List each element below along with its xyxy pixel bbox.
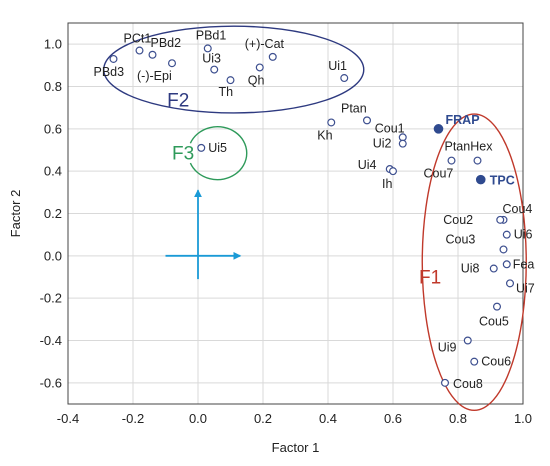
point-cou6 — [470, 357, 479, 366]
point-label-pbd2: PBd2 — [151, 36, 182, 50]
point-ui2 — [398, 139, 407, 148]
point-label-epi: (-)-Epi — [137, 69, 172, 83]
x-tick-label: 0.0 — [189, 411, 207, 426]
f3-arc — [189, 126, 248, 181]
point-label-ui8: Ui8 — [461, 262, 480, 276]
point-label-ih: Ih — [382, 177, 392, 191]
point-cat — [268, 52, 277, 61]
point-label-pbd3: PBd3 — [94, 65, 125, 79]
point-ui8 — [489, 264, 498, 273]
x-tick-label: 0.8 — [449, 411, 467, 426]
point-label-cou4: Cou4 — [503, 202, 533, 216]
point-label-qh: Qh — [248, 73, 265, 87]
y-axis-title: Factor 2 — [8, 190, 23, 238]
axis-cross-arrows — [165, 189, 242, 280]
point-tpc — [475, 174, 486, 185]
point-pct1 — [135, 46, 144, 55]
point-fea — [502, 260, 511, 269]
point-ptan — [363, 116, 372, 125]
point-th — [226, 76, 235, 85]
point-ui3 — [210, 65, 219, 74]
point-label-ui7: Ui7 — [516, 281, 535, 295]
axis-ticks: -0.4 -0.2 0.0 0.2 0.4 0.6 0.8 1.0 -0.6 -0.4 -0.2 0.… — [40, 37, 532, 426]
point-ui5 — [197, 143, 206, 152]
point-kh — [327, 118, 336, 127]
point-label-ui1: Ui1 — [328, 59, 347, 73]
point-label-ui6: Ui6 — [514, 228, 533, 242]
y-tick-label: -0.6 — [40, 375, 62, 390]
point-label-cou7: Cou7 — [424, 167, 454, 181]
point-label-ui3: Ui3 — [202, 52, 221, 66]
point-ui1 — [340, 74, 349, 83]
point-frap — [433, 124, 444, 134]
point-cou7 — [447, 156, 456, 165]
y-tick-label: 0.6 — [44, 121, 62, 136]
point-label-cat: (+)-Cat — [245, 37, 285, 51]
point-label-cou1: Cou1 — [375, 121, 405, 135]
x-tick-label: -0.4 — [57, 411, 79, 426]
point-pbd2 — [148, 50, 157, 59]
point-qh — [255, 63, 264, 72]
f1-ellipse — [421, 113, 527, 412]
point-label-cou8: Cou8 — [453, 377, 483, 391]
point-label-cou6: Cou6 — [481, 355, 511, 369]
point-label-cou3: Cou3 — [446, 232, 476, 246]
point-epi — [168, 59, 177, 68]
factor-groups: F1 F2 F3 — [103, 25, 527, 412]
x-tick-label: 0.4 — [319, 411, 337, 426]
point-cou3 — [499, 245, 508, 254]
x-tick-label: 0.6 — [384, 411, 402, 426]
f2-ellipse — [103, 25, 365, 114]
point-ui9 — [463, 336, 472, 345]
point-pbd3 — [109, 54, 118, 63]
y-tick-label: -0.2 — [40, 291, 62, 306]
y-tick-label: 0.8 — [44, 79, 62, 94]
point-label-pct1: PCt1 — [124, 32, 152, 46]
point-label-frap: FRAP — [446, 113, 480, 127]
point-cou8 — [441, 378, 450, 387]
point-label-th: Th — [219, 85, 234, 99]
point-ui6 — [502, 230, 511, 239]
point-ui7 — [506, 279, 515, 288]
point-ptanhex — [473, 156, 482, 165]
f2-label: F2 — [167, 91, 189, 112]
x-tick-label: 1.0 — [514, 411, 532, 426]
x-tick-label: -0.2 — [122, 411, 144, 426]
point-label-cou5: Cou5 — [479, 315, 509, 329]
point-label-tpc: TPC — [490, 174, 515, 188]
y-tick-label: 0.2 — [44, 206, 62, 221]
f3-label: F3 — [172, 144, 194, 165]
point-label-pbd1: PBd1 — [196, 28, 227, 42]
x-axis-title: Factor 1 — [272, 440, 320, 455]
grid-lines — [67, 23, 524, 404]
point-label-ptanhex: PtanHex — [445, 140, 494, 154]
y-tick-label: -0.4 — [40, 333, 62, 348]
point-cou5 — [493, 302, 502, 311]
y-tick-label: 0.4 — [44, 164, 62, 179]
point-label-ui4: Ui4 — [358, 158, 377, 172]
y-tick-label: 1.0 — [44, 37, 62, 52]
point-label-ui5: Ui5 — [208, 141, 227, 155]
point-label-ui2: Ui2 — [373, 137, 392, 151]
point-pbd1 — [203, 44, 212, 53]
y-tick-label: 0.0 — [44, 248, 62, 263]
point-label-kh: Kh — [317, 128, 332, 142]
point-label-cou2: Cou2 — [443, 213, 473, 227]
point-label-ptan: Ptan — [341, 101, 367, 115]
point-label-ui9: Ui9 — [438, 341, 457, 355]
x-tick-label: 0.2 — [254, 411, 272, 426]
point-cou2 — [496, 215, 505, 224]
f1-label: F1 — [419, 267, 441, 288]
point-ih — [389, 167, 398, 176]
point-label-fea: Fea — [513, 257, 535, 271]
data-points: PCt1 PBd3 PBd2 PBd1 (-)-Epi Ui3 Th (+)-Cat Qh Ui1… — [94, 28, 535, 390]
